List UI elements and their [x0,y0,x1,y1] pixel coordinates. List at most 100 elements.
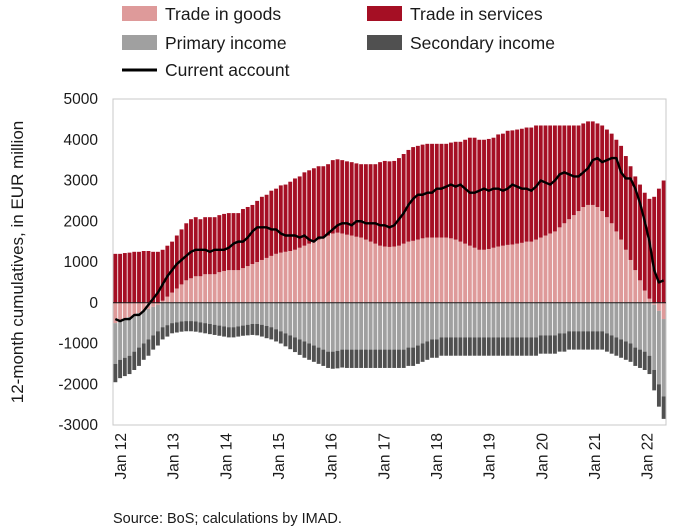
bar-trade-in-services-24 [226,213,231,271]
bar-trade-in-goods-110 [633,270,638,303]
bar-trade-in-goods-94 [557,227,562,303]
bar-trade-in-services-95 [562,125,567,224]
bar-primary-income-50 [349,302,354,350]
bar-primary-income-53 [363,302,368,350]
bar-primary-income-72 [453,302,458,338]
bar-secondary-income-47 [335,350,340,369]
bar-trade-in-services-2 [122,253,127,303]
bar-trade-in-services-0 [113,253,118,303]
bar-primary-income-12 [170,302,175,324]
bar-trade-in-goods-99 [581,206,586,303]
bar-primary-income-88 [529,302,534,338]
legend-label-trade-in-goods: Trade in goods [165,4,281,24]
bar-trade-in-goods-52 [359,237,364,303]
bar-primary-income-84 [510,302,515,338]
bar-secondary-income-1 [118,359,123,379]
bar-secondary-income-79 [486,337,491,356]
bar-trade-in-goods-84 [510,244,515,303]
bar-trade-in-goods-36 [283,251,288,303]
bar-secondary-income-115 [656,384,661,407]
bar-secondary-income-64 [415,345,420,364]
bar-trade-in-goods-65 [420,238,425,303]
bar-trade-in-services-19 [203,217,208,275]
bar-trade-in-goods-68 [434,237,439,303]
bar-primary-income-63 [411,302,416,348]
bar-trade-in-services-5 [137,251,141,303]
bar-secondary-income-16 [189,321,193,332]
bar-trade-in-goods-22 [217,272,222,303]
bar-secondary-income-12 [170,323,175,334]
bar-trade-in-services-9 [155,251,160,303]
bar-primary-income-32 [264,302,269,326]
bar-trade-in-services-71 [449,142,453,239]
bar-trade-in-goods-46 [330,233,335,303]
bar-primary-income-51 [354,302,359,350]
bar-secondary-income-91 [543,335,548,354]
bar-primary-income-43 [316,302,321,348]
bar-trade-in-services-7 [146,251,151,303]
bar-secondary-income-76 [472,337,477,356]
bar-trade-in-services-48 [340,160,345,234]
bar-secondary-income-13 [174,322,179,333]
bar-trade-in-goods-31 [259,259,264,303]
bar-primary-income-66 [425,302,430,342]
bar-secondary-income-75 [467,337,472,356]
bar-secondary-income-84 [510,337,515,356]
bar-trade-in-goods-107 [619,239,624,303]
x-tick-label: Jan 12 [113,433,130,480]
bar-trade-in-goods-16 [189,278,193,303]
bar-primary-income-52 [359,302,364,350]
bar-secondary-income-98 [576,331,581,350]
bar-trade-in-services-87 [524,127,529,242]
bar-trade-in-services-81 [496,134,501,247]
bar-trade-in-services-84 [510,130,515,245]
bar-secondary-income-8 [151,335,156,350]
legend-label-primary-income: Primary income [165,33,287,53]
legend-swatch-secondary-income [367,35,402,50]
bar-secondary-income-24 [226,327,231,338]
bar-primary-income-17 [193,302,198,322]
bar-trade-in-goods-4 [132,302,137,315]
bar-trade-in-services-33 [269,190,274,256]
bar-trade-in-services-62 [406,149,411,242]
bar-trade-in-services-96 [567,125,572,220]
bar-primary-income-115 [656,310,661,385]
bar-secondary-income-40 [302,341,307,358]
bar-trade-in-goods-27 [241,268,245,303]
bar-primary-income-29 [250,302,255,324]
bar-trade-in-services-104 [604,129,609,218]
bar-primary-income-49 [345,302,349,350]
bar-secondary-income-4 [132,351,137,370]
bar-trade-in-services-68 [434,143,439,238]
legend-swatch-trade-in-goods [122,6,157,21]
x-tick-label: Jan 13 [166,433,183,480]
bar-secondary-income-92 [548,335,553,354]
y-tick-label: 4000 [64,132,99,149]
bar-primary-income-31 [259,302,264,325]
bar-secondary-income-107 [619,339,624,358]
bar-trade-in-goods-109 [628,259,633,303]
bar-trade-in-goods-20 [207,274,212,303]
bar-trade-in-services-37 [288,181,293,251]
bar-secondary-income-89 [534,337,538,356]
bar-trade-in-services-21 [212,217,217,275]
bar-trade-in-goods-28 [245,266,250,303]
bar-secondary-income-73 [458,337,463,356]
bar-secondary-income-109 [628,343,633,362]
bar-trade-in-services-102 [595,123,600,207]
bar-primary-income-21 [212,302,217,325]
bar-trade-in-services-17 [193,217,198,277]
bar-secondary-income-114 [652,369,657,391]
y-tick-label: -3000 [58,417,98,434]
bar-trade-in-goods-83 [505,244,510,303]
bar-primary-income-45 [326,302,330,352]
bar-primary-income-25 [231,302,236,328]
bar-secondary-income-25 [231,327,236,338]
bar-secondary-income-42 [311,345,316,362]
bar-primary-income-108 [623,302,628,342]
bar-trade-in-goods-41 [307,243,312,303]
bar-primary-income-100 [586,302,590,332]
bar-secondary-income-101 [590,331,595,350]
bar-secondary-income-3 [127,355,132,375]
